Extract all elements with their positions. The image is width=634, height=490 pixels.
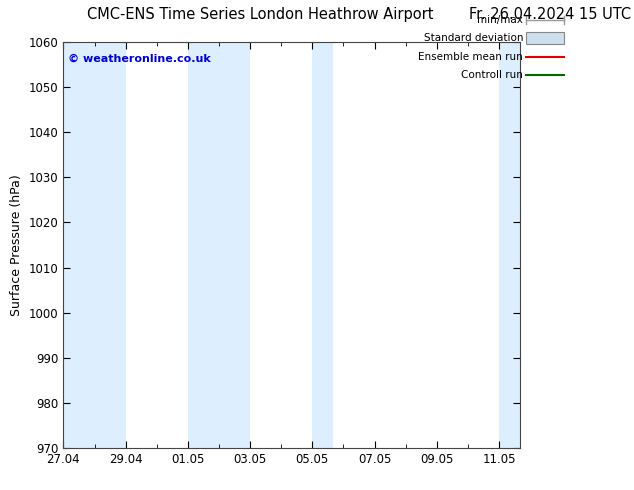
Text: Standard deviation: Standard deviation	[424, 33, 523, 43]
Bar	[313, 42, 333, 448]
Text: © weatheronline.co.uk: © weatheronline.co.uk	[68, 54, 210, 64]
Bar	[188, 42, 250, 448]
Text: Ensemble mean run: Ensemble mean run	[418, 52, 523, 62]
Bar	[63, 42, 126, 448]
Text: min/max: min/max	[477, 15, 523, 24]
Text: Fr. 26.04.2024 15 UTC: Fr. 26.04.2024 15 UTC	[469, 7, 631, 23]
Y-axis label: Surface Pressure (hPa): Surface Pressure (hPa)	[10, 174, 23, 316]
Text: CMC-ENS Time Series London Heathrow Airport: CMC-ENS Time Series London Heathrow Airp…	[87, 7, 433, 23]
Bar	[499, 42, 520, 448]
Text: Controll run: Controll run	[461, 71, 523, 80]
